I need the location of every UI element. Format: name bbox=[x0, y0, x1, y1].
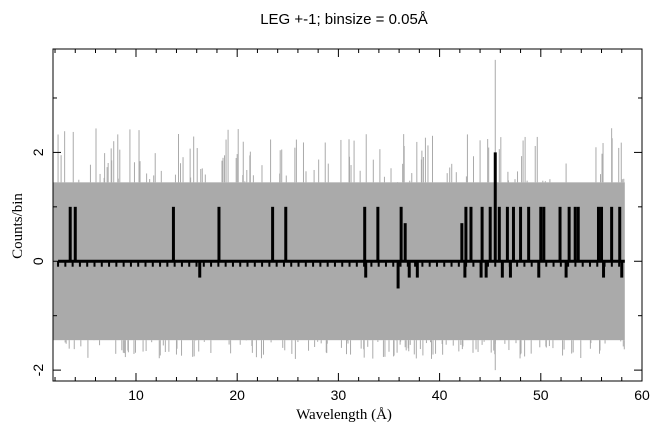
y-axis-label: Counts/bin bbox=[10, 193, 26, 259]
chart-title: LEG +-1; binsize = 0.05Å bbox=[260, 11, 428, 28]
error-band bbox=[53, 59, 625, 371]
y-tick-label: -2 bbox=[30, 364, 46, 377]
y-tick-label: 0 bbox=[30, 257, 46, 265]
y-axis: -2 0 2 bbox=[30, 97, 642, 377]
x-tick-label: 20 bbox=[229, 387, 245, 403]
plot-frame bbox=[52, 48, 643, 382]
x-tick-label: 30 bbox=[331, 387, 347, 403]
x-tick-label: 50 bbox=[533, 387, 549, 403]
data-series bbox=[57, 152, 625, 289]
x-tick-label: 10 bbox=[128, 387, 144, 403]
x-tick-label: 60 bbox=[634, 387, 650, 403]
x-axis-label: Wavelength (Å) bbox=[296, 407, 392, 423]
y-tick-label: 2 bbox=[30, 148, 46, 156]
x-axis: 10 20 30 40 50 60 bbox=[54, 49, 650, 403]
x-tick-label: 40 bbox=[432, 387, 448, 403]
